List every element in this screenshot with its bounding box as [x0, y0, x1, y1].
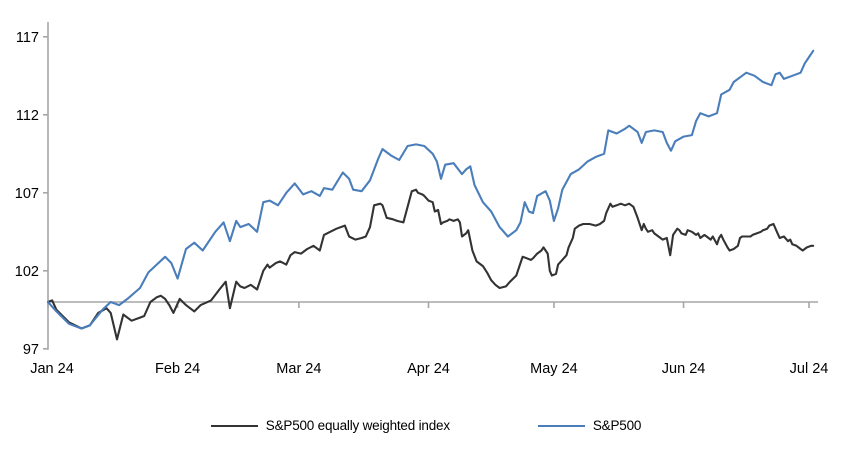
legend-label-equal-weighted: S&P500 equally weighted index	[265, 418, 450, 433]
y-axis-label: 107	[15, 186, 39, 202]
legend-item-equal-weighted: S&P500 equally weighted index	[210, 418, 450, 433]
y-axis-label: 102	[15, 264, 39, 280]
x-axis-label: May 24	[530, 361, 578, 377]
plot-area: 97 102 107 112 117 Jan 24 Feb 24 Mar 24 Apr 24 Ma…	[15, 22, 829, 377]
legend-label-sp500: S&P500	[592, 418, 642, 433]
legend-line-swatch-equal-weighted	[210, 424, 258, 427]
y-axis-label: 97	[23, 342, 39, 358]
x-axis-label: Apr 24	[407, 361, 450, 377]
legend-line-swatch-sp500	[537, 424, 585, 427]
legend-item-sp500: S&P500	[537, 418, 642, 433]
x-axis-label: Jan 24	[30, 361, 74, 377]
x-axis-label: Jul 24	[790, 361, 829, 377]
series-line-sp500	[46, 49, 815, 330]
y-axis-label: 117	[16, 30, 39, 46]
x-axis-label: Feb 24	[155, 361, 200, 377]
x-axis-label: Mar 24	[276, 361, 321, 377]
series-line-equal-weighted	[46, 188, 815, 341]
x-axis-label: Jun 24	[662, 361, 706, 377]
chart-legend: S&P500 equally weighted index S&P500	[0, 398, 852, 453]
y-axis-label: 112	[16, 108, 39, 124]
